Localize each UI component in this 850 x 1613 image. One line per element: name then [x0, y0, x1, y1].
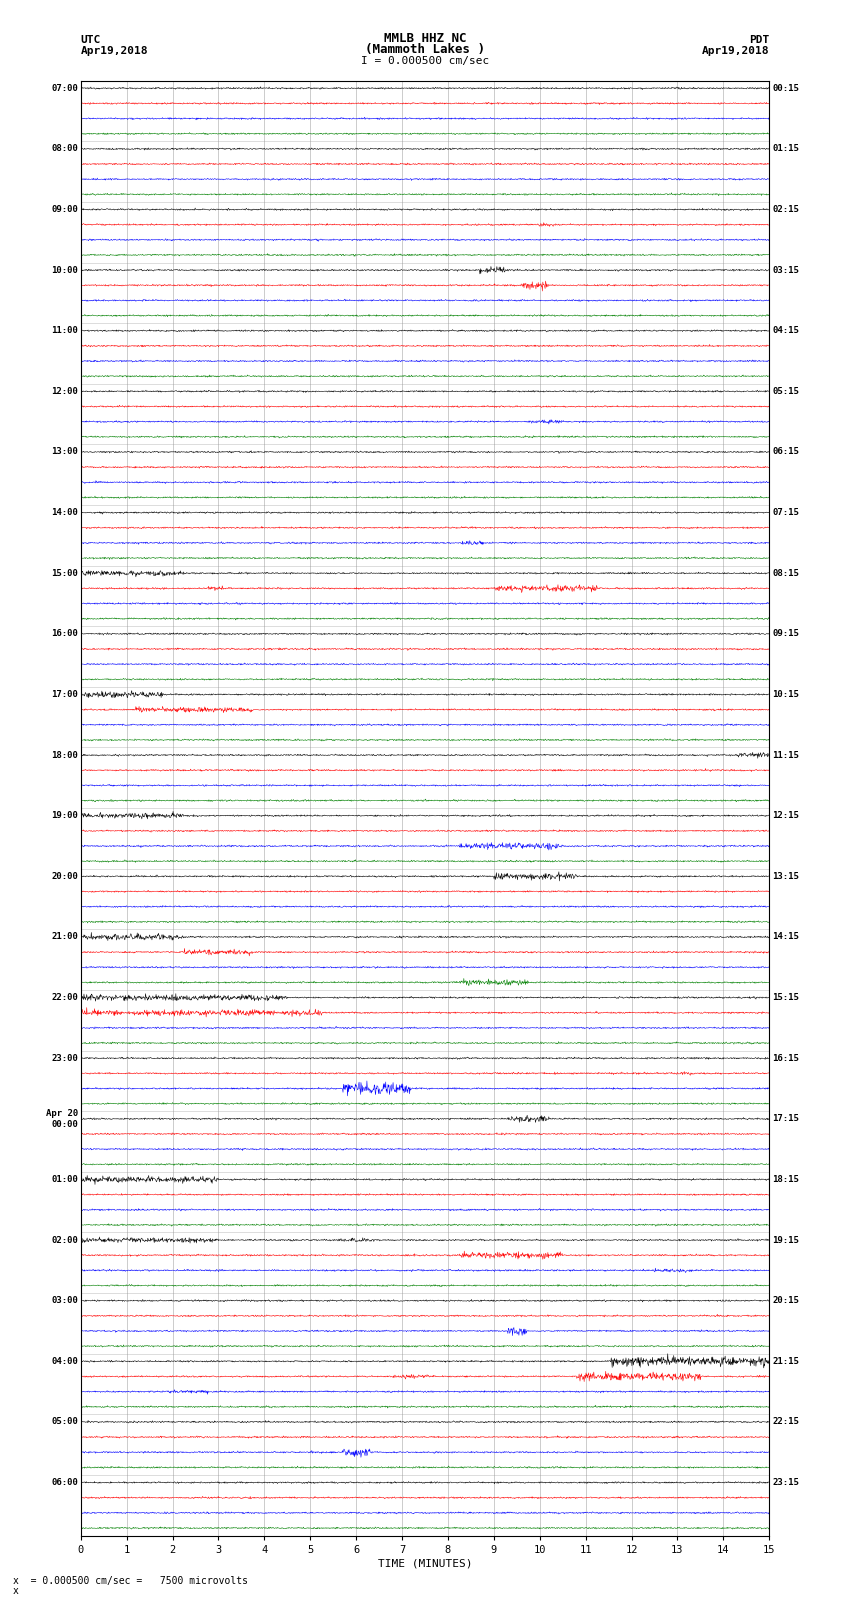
Text: 22:00: 22:00: [51, 994, 78, 1002]
Text: PDT: PDT: [749, 35, 769, 45]
Text: 14:15: 14:15: [772, 932, 799, 942]
Text: 09:00: 09:00: [51, 205, 78, 215]
Text: 22:15: 22:15: [772, 1418, 799, 1426]
Text: 07:15: 07:15: [772, 508, 799, 518]
Text: 06:15: 06:15: [772, 447, 799, 456]
Text: 04:15: 04:15: [772, 326, 799, 336]
Text: 03:00: 03:00: [51, 1297, 78, 1305]
Text: 16:15: 16:15: [772, 1053, 799, 1063]
Text: Apr19,2018: Apr19,2018: [81, 45, 148, 56]
Text: 15:15: 15:15: [772, 994, 799, 1002]
Text: UTC: UTC: [81, 35, 101, 45]
Text: 04:00: 04:00: [51, 1357, 78, 1366]
Text: 23:00: 23:00: [51, 1053, 78, 1063]
Text: 21:15: 21:15: [772, 1357, 799, 1366]
Text: 05:15: 05:15: [772, 387, 799, 395]
Text: 01:00: 01:00: [51, 1174, 78, 1184]
Text: 19:00: 19:00: [51, 811, 78, 819]
Text: 17:00: 17:00: [51, 690, 78, 698]
Text: 11:15: 11:15: [772, 750, 799, 760]
Text: (Mammoth Lakes ): (Mammoth Lakes ): [365, 42, 485, 56]
Text: 19:15: 19:15: [772, 1236, 799, 1245]
Text: 18:15: 18:15: [772, 1174, 799, 1184]
Text: 05:00: 05:00: [51, 1418, 78, 1426]
Text: I = 0.000500 cm/sec: I = 0.000500 cm/sec: [361, 56, 489, 66]
Text: 20:15: 20:15: [772, 1297, 799, 1305]
Text: 07:00: 07:00: [51, 84, 78, 92]
Text: 09:15: 09:15: [772, 629, 799, 639]
Text: 17:15: 17:15: [772, 1115, 799, 1123]
X-axis label: TIME (MINUTES): TIME (MINUTES): [377, 1558, 473, 1569]
Text: Apr 20
00:00: Apr 20 00:00: [46, 1110, 78, 1129]
Text: 08:00: 08:00: [51, 144, 78, 153]
Text: 12:00: 12:00: [51, 387, 78, 395]
Text: 15:00: 15:00: [51, 569, 78, 577]
Text: x  = 0.000500 cm/sec =   7500 microvolts: x = 0.000500 cm/sec = 7500 microvolts: [13, 1576, 247, 1587]
Text: 10:15: 10:15: [772, 690, 799, 698]
Text: 18:00: 18:00: [51, 750, 78, 760]
Text: MMLB HHZ NC: MMLB HHZ NC: [383, 32, 467, 45]
Text: 16:00: 16:00: [51, 629, 78, 639]
Text: Apr19,2018: Apr19,2018: [702, 45, 769, 56]
Text: 02:00: 02:00: [51, 1236, 78, 1245]
Text: 01:15: 01:15: [772, 144, 799, 153]
Text: 10:00: 10:00: [51, 266, 78, 274]
Text: 13:00: 13:00: [51, 447, 78, 456]
Text: 14:00: 14:00: [51, 508, 78, 518]
Text: 11:00: 11:00: [51, 326, 78, 336]
Text: 00:15: 00:15: [772, 84, 799, 92]
Text: 13:15: 13:15: [772, 871, 799, 881]
Text: 20:00: 20:00: [51, 871, 78, 881]
Text: 23:15: 23:15: [772, 1478, 799, 1487]
Text: 03:15: 03:15: [772, 266, 799, 274]
Text: 02:15: 02:15: [772, 205, 799, 215]
Text: x: x: [13, 1587, 19, 1597]
Text: 06:00: 06:00: [51, 1478, 78, 1487]
Text: 21:00: 21:00: [51, 932, 78, 942]
Text: 08:15: 08:15: [772, 569, 799, 577]
Text: 12:15: 12:15: [772, 811, 799, 819]
